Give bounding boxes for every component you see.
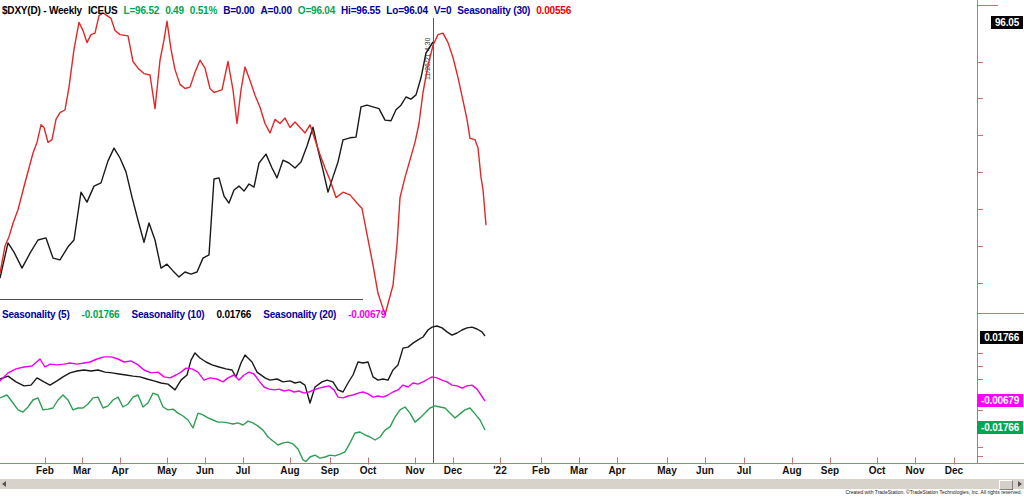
- chart-canvas[interactable]: 11/26/21 4:30: [0, 0, 1024, 499]
- scrollbar-right-arrow-icon[interactable]: [1018, 481, 1022, 487]
- seasonality20-marker: -0.00679: [977, 394, 1023, 407]
- x-axis-label: Sep: [814, 465, 846, 476]
- x-axis-label: Apr: [104, 465, 136, 476]
- x-axis-label: Oct: [352, 465, 384, 476]
- series-seasonality-10-: [0, 326, 485, 403]
- x-axis-label: Feb: [29, 465, 61, 476]
- seasonality-header: Seasonality (5) -0.01766 Seasonality (10) 0…: [2, 304, 398, 322]
- x-axis-label: Nov: [399, 465, 431, 476]
- last-price: L=96.52: [124, 5, 160, 16]
- price-marker: 96.05: [991, 16, 1023, 29]
- series-seasonality-5-: [0, 393, 485, 461]
- x-axis-label: Aug: [776, 465, 808, 476]
- x-axis-label: '22: [484, 465, 516, 476]
- x-axis-label: Jul: [728, 465, 760, 476]
- x-axis-label: Jun: [689, 465, 721, 476]
- symbol-title: $DXY(D) - Weekly: [2, 5, 82, 16]
- x-axis-label: Jun: [189, 465, 221, 476]
- high: Hi=96.55: [341, 5, 380, 16]
- x-axis-label: Sep: [314, 465, 346, 476]
- seasonality20-value: -0.00679: [348, 309, 386, 320]
- horizontal-scrollbar[interactable]: [0, 479, 1024, 489]
- low: Lo=96.04: [386, 5, 427, 16]
- x-axis-label: May: [651, 465, 683, 476]
- seasonality10-value: 0.01766: [216, 309, 251, 320]
- tradestation-chart-window: { "window": {"width": 1024, "height": 49…: [0, 0, 1024, 499]
- seasonality5-marker: -0.01766: [977, 421, 1023, 434]
- bid: B=0.00: [223, 5, 254, 16]
- indicator-name: Seasonality (30): [457, 5, 530, 16]
- x-axis-label: Dec: [938, 465, 970, 476]
- scrollbar-left-arrow-icon[interactable]: [2, 481, 6, 487]
- x-axis-label: Oct: [861, 465, 893, 476]
- x-axis-label: Aug: [274, 465, 306, 476]
- x-axis-label: Feb: [525, 465, 557, 476]
- copyright-text: Created with TradeStation. ©TradeStation…: [845, 489, 1022, 495]
- x-axis-label: Mar: [66, 465, 98, 476]
- indicator-value: 0.00556: [536, 5, 571, 16]
- seasonality10-name: Seasonality (10): [131, 309, 204, 320]
- pct-change: 0.51%: [190, 5, 217, 16]
- volume: V=0: [434, 5, 451, 16]
- x-axis-label: Dec: [437, 465, 469, 476]
- symbol-header: $DXY(D) - Weekly ICEUS L=96.52 0.49 0.51% B=0…: [2, 0, 577, 18]
- ask: A=0.00: [260, 5, 291, 16]
- x-axis-label: Nov: [899, 465, 931, 476]
- open: O=96.04: [298, 5, 335, 16]
- seasonality20-name: Seasonality (20): [263, 309, 336, 320]
- net-change: 0.49: [165, 5, 184, 16]
- seasonality5-value: -0.01766: [82, 309, 120, 320]
- series-seasonality-30-: [0, 13, 486, 315]
- x-axis-label: Apr: [601, 465, 633, 476]
- x-axis-label: May: [151, 465, 183, 476]
- x-axis-label: Jul: [227, 465, 259, 476]
- seasonality5-name: Seasonality (5): [2, 309, 70, 320]
- seasonality10-marker: 0.01766: [980, 331, 1023, 344]
- x-axis-label: Mar: [563, 465, 595, 476]
- exchange: ICEUS: [88, 5, 118, 16]
- series-seasonality-20-: [0, 357, 485, 401]
